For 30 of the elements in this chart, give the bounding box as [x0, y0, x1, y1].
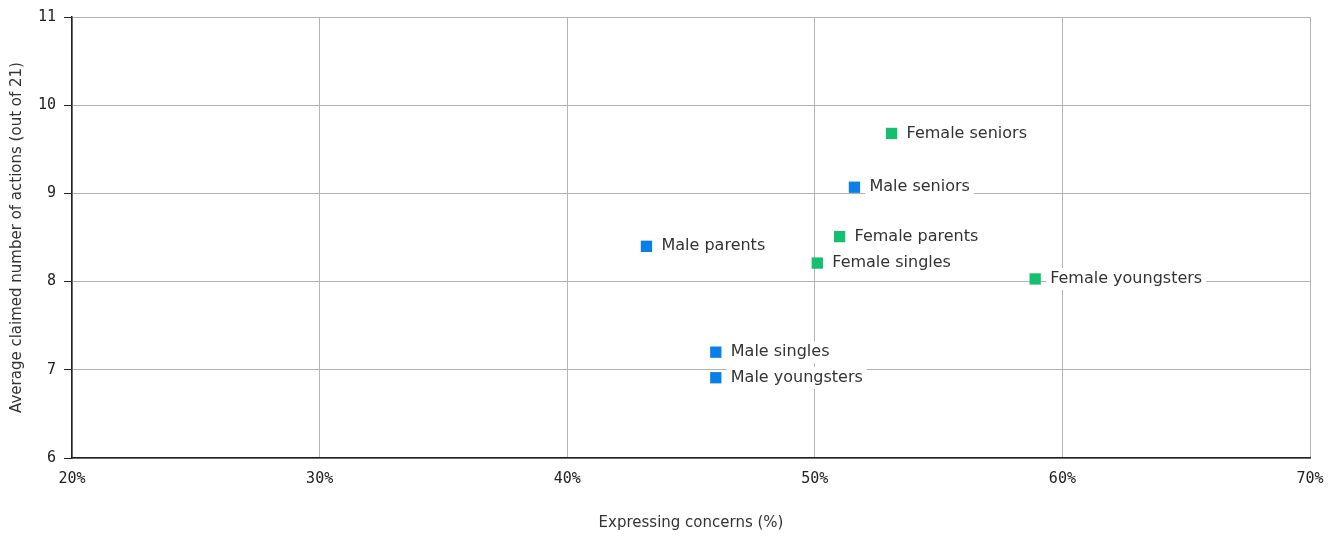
x-tick-label: 70%: [1296, 468, 1324, 487]
x-axis-title: Expressing concerns (%): [598, 512, 784, 531]
point: [848, 181, 861, 193]
x-tick-label: 30%: [306, 468, 334, 487]
x-tick-label: 20%: [58, 468, 86, 487]
x-tick-label: 40%: [553, 468, 581, 487]
annotation: Female singles: [832, 252, 951, 272]
annotation: Female youngsters: [1050, 268, 1203, 288]
y-tick-label: 7: [47, 359, 57, 378]
y-tick-label: 8: [47, 271, 57, 290]
point: [710, 372, 722, 384]
point: [640, 240, 653, 252]
y-tick-label: 9: [47, 183, 57, 202]
y-axis-title: Average claimed number of actions (out of 21): [6, 62, 25, 413]
x-tick-label: 50%: [801, 468, 829, 487]
point: [811, 257, 823, 269]
point: [710, 346, 722, 358]
y-tick-label: 11: [38, 6, 57, 25]
annotation: Male parents: [661, 235, 766, 255]
x-tick-label: 60%: [1048, 468, 1076, 487]
point: [833, 230, 846, 243]
y-tick-label: 10: [38, 95, 57, 114]
y-tick-label: 6: [47, 447, 57, 466]
annotation: Female seniors: [906, 122, 1027, 142]
annotation: Female parents: [854, 225, 979, 245]
annotation: Male youngsters: [730, 366, 863, 386]
annotation: Male seniors: [869, 176, 970, 196]
point: [1029, 273, 1041, 285]
point: [885, 127, 898, 140]
annotation: Male singles: [730, 341, 830, 361]
